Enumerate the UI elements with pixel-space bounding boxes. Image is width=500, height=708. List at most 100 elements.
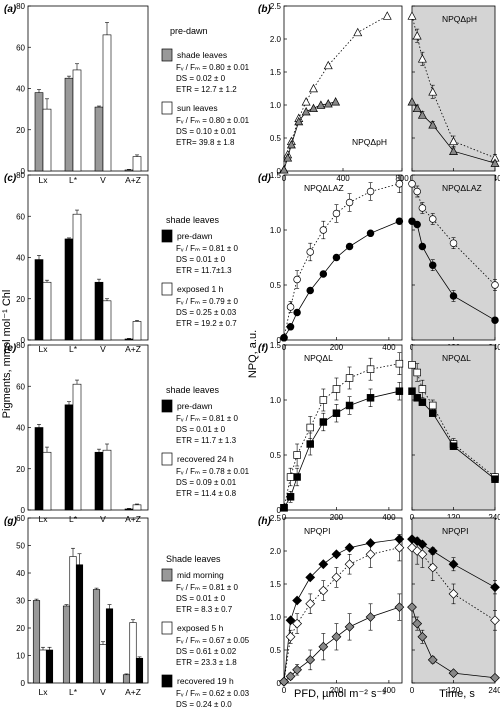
- panel-e-bar: [72, 383, 82, 511]
- panel-e-ytick-label: 40: [16, 424, 25, 433]
- panel-d-xtick-label: 400: [382, 343, 396, 352]
- panel-letter-c: (c): [4, 173, 17, 184]
- panel-g-legend-title: mid morning: [177, 570, 224, 580]
- panel-letter-a: (a): [4, 4, 17, 15]
- panel-d-series-line: [283, 220, 400, 339]
- panel-f-marker: [366, 365, 375, 373]
- panel-h-annotation: NPQPI: [304, 526, 330, 536]
- panel-f-frame: [283, 344, 403, 511]
- panel-d2-marker: [413, 220, 421, 229]
- panel-h-marker: [365, 612, 376, 622]
- panel-h2-xtick-label: 240: [488, 686, 500, 695]
- panel-b2-marker: [417, 54, 427, 63]
- panel-a-bar: [132, 156, 142, 172]
- panel-f2-marker: [418, 385, 427, 393]
- panel-d-marker: [280, 334, 288, 342]
- panel-a-legend-line: DS = 0.02 ± 0: [176, 74, 226, 83]
- panel-c-legend-line: Fᵥ / Fₘ = 0.79 ± 0: [176, 297, 239, 306]
- panel-c-legend-title: exposed 1 h: [177, 284, 224, 294]
- panel-g-legend-line: Fᵥ / Fₘ = 0.81 ± 0: [176, 583, 239, 592]
- panel-h-xtick-label: 400: [382, 686, 396, 695]
- y-label-pigments: Pigments, mmol mol⁻¹ Chl: [1, 290, 13, 419]
- panel-h-marker: [344, 542, 355, 553]
- panel-d-marker: [286, 303, 295, 311]
- panel-d2-marker: [408, 217, 416, 225]
- panel-d-marker: [366, 187, 375, 196]
- panel-e-legend-line: Fᵥ / Fₘ = 0.78 ± 0.01: [176, 467, 250, 476]
- panel-g-bar: [122, 674, 131, 684]
- panel-h-ytick-label: 2.0: [270, 547, 282, 556]
- panel-c-bar: [34, 259, 44, 341]
- panel-g-ytick-label: 0: [21, 679, 26, 688]
- panel-b-ytick-label: 0: [277, 167, 282, 176]
- panel-f-marker: [286, 493, 295, 501]
- panel-b-marker: [301, 106, 311, 116]
- panel-f2-marker: [413, 394, 421, 402]
- panel-h-marker: [318, 641, 329, 652]
- panel-h-marker: [292, 595, 303, 606]
- panel-f-marker: [293, 451, 301, 459]
- panel-g-legend-title: recovered 19 h: [177, 676, 234, 686]
- panel-g-legend-header: Shade leaves: [166, 554, 221, 564]
- panel-e-category-label: A+Z: [125, 514, 141, 524]
- panel-h-marker: [285, 631, 296, 642]
- panel-a-category-label: A+Z: [125, 175, 141, 185]
- panel-f2-marker: [418, 398, 427, 406]
- panel-g-legend-swatch: [161, 621, 173, 635]
- panel-c-legend-swatch: [161, 229, 173, 243]
- panel-b-marker: [323, 60, 333, 70]
- panel-b-marker: [309, 83, 318, 93]
- panel-letter-d: (d): [258, 173, 271, 184]
- panel-e-category-label: Lx: [39, 514, 49, 524]
- panel-a-legend-line: Fᵥ / Fₘ = 0.80 ± 0.01: [176, 63, 250, 72]
- panel-f-marker: [345, 374, 354, 382]
- panel-a-legend-swatch: [161, 101, 173, 115]
- panel-h-xtick-label: 200: [330, 686, 344, 695]
- panel-e-bar: [42, 451, 52, 511]
- panel-f-marker: [319, 396, 328, 404]
- panel-b-annotation: NPQΔpH: [352, 137, 387, 147]
- panel-b-marker: [353, 27, 363, 37]
- panel-a-legend-header: pre-dawn: [170, 26, 208, 36]
- panel-a-ytick-label: 40: [16, 85, 25, 94]
- panel-h2-xtick-label: 120: [447, 686, 461, 695]
- panel-a-ytick-label: 60: [16, 43, 25, 52]
- panel-f-annotation: NPQΔL: [304, 353, 333, 363]
- panel-c-ytick-label: 60: [16, 212, 25, 221]
- panel-b2-marker: [412, 103, 422, 113]
- panel-e-ytick-label: 0: [21, 506, 26, 515]
- panel-f2-shaded-bg: [412, 345, 495, 510]
- panel-g-bar: [39, 649, 47, 684]
- panel-f-marker: [345, 401, 354, 410]
- panel-e-bar: [132, 504, 142, 511]
- panel-e-category-label: L*: [69, 514, 78, 524]
- panel-a-legend-swatch: [161, 48, 173, 62]
- panel-f-marker: [306, 440, 314, 448]
- panel-c-category-label: Lx: [39, 344, 49, 354]
- panel-d2-marker: [491, 281, 499, 289]
- panel-h-marker: [292, 618, 303, 629]
- panel-e-legend-swatch: [161, 452, 173, 466]
- panel-h-series-line: [283, 547, 400, 682]
- panel-e-bar: [102, 449, 112, 511]
- panel-g-category-label: A+Z: [125, 687, 141, 697]
- panel-f-marker: [293, 473, 301, 481]
- panel-h2-marker: [490, 582, 500, 593]
- panel-b-marker: [283, 153, 293, 162]
- panel-h-ytick-label: 1.0: [270, 613, 282, 622]
- panel-g-legend-line: DS = 0.61 ± 0.02: [176, 647, 237, 656]
- panel-d2-marker: [429, 215, 437, 223]
- panel-e-legend-line: ETR = 11.4 ± 0.8: [176, 489, 237, 498]
- panel-c-legend-line: DS = 0.25 ± 0.03: [176, 308, 237, 317]
- panel-a-legend-title: sun leaves: [177, 103, 218, 113]
- panel-f-ytick-label: 0: [277, 506, 282, 515]
- panel-d-marker: [332, 209, 341, 218]
- panel-d-series-line: [283, 183, 400, 338]
- panel-g-bar: [45, 649, 54, 684]
- panel-h2-series-line: [411, 547, 496, 621]
- panel-a-category-label: Lx: [39, 175, 49, 185]
- panel-f2-xtick-label: 0: [410, 513, 415, 522]
- panel-h-marker: [331, 572, 342, 583]
- panel-e-legend-line: DS = 0.09 ± 0.01: [176, 478, 237, 487]
- panel-h-marker: [394, 542, 405, 553]
